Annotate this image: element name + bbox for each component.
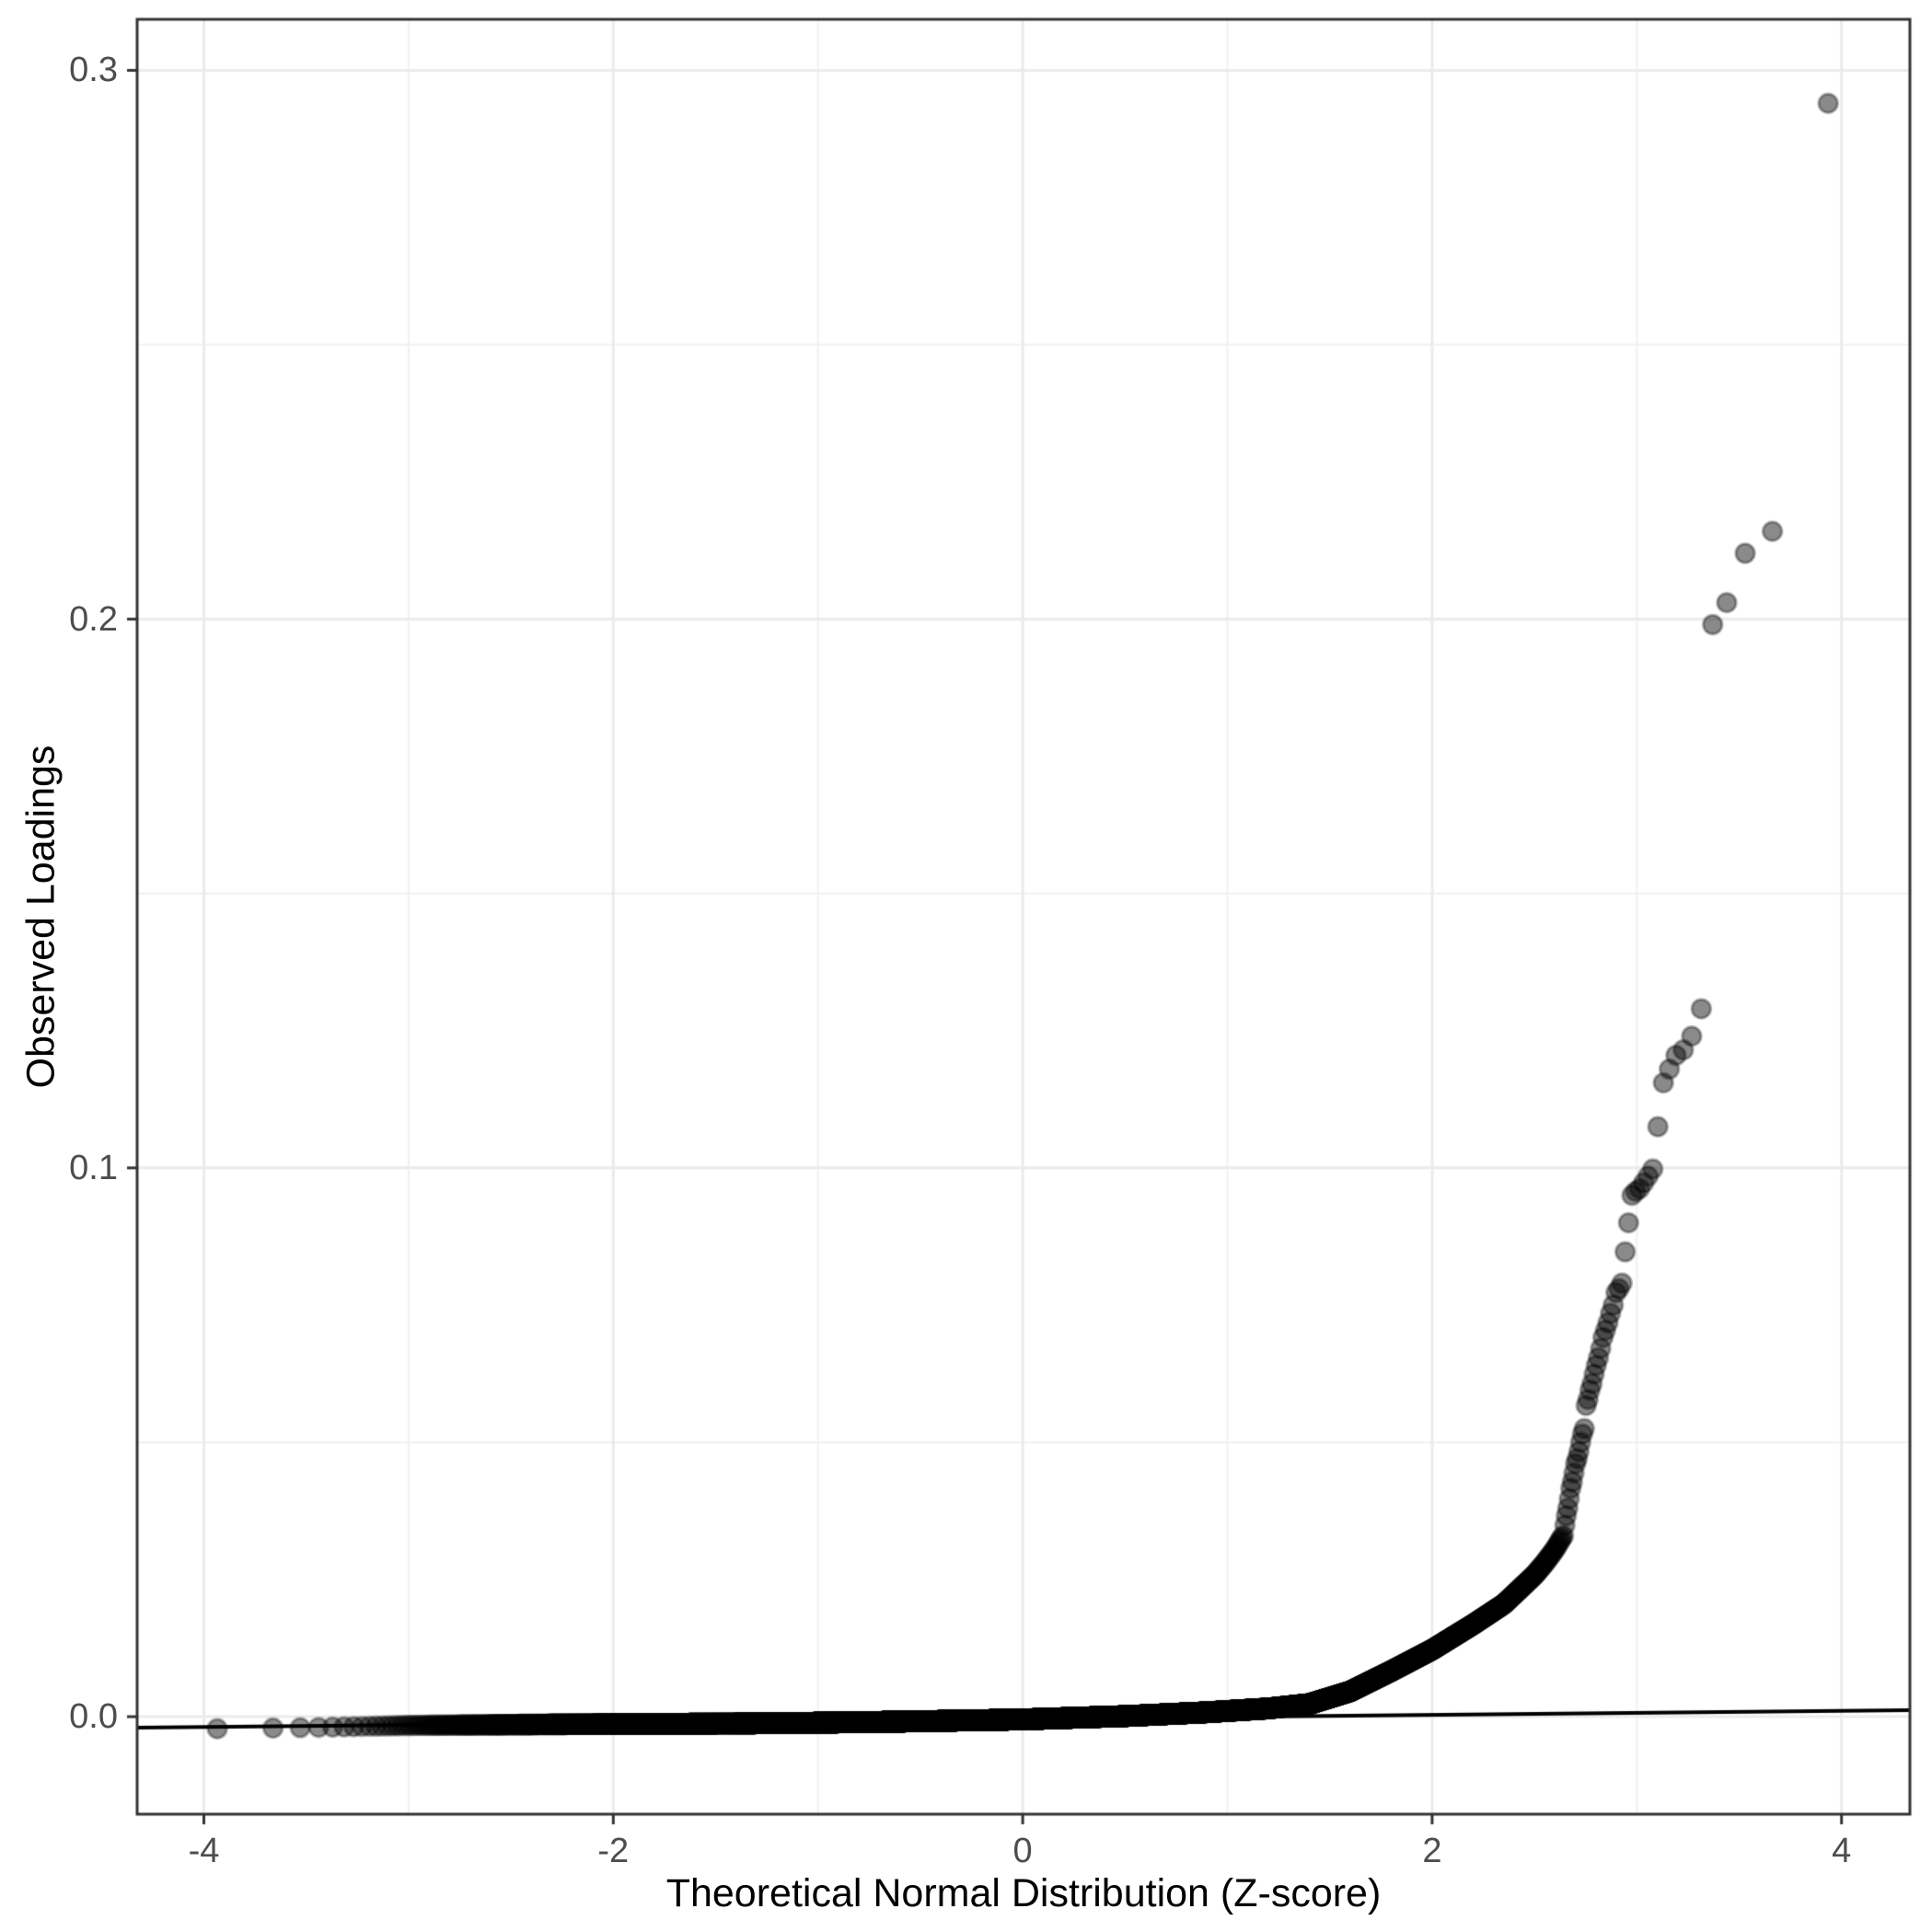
x-tick-label-neg4: -4 <box>188 1832 220 1870</box>
y-axis-title: Observed Loadings <box>18 745 64 1089</box>
x-axis-title: Theoretical Normal Distribution (Z-score… <box>665 1871 1382 1915</box>
y-tick-label-0.3: 0.3 <box>69 51 118 90</box>
x-tick-label-4: 4 <box>1832 1832 1852 1870</box>
x-tick-label-neg2: -2 <box>597 1832 630 1870</box>
y-tick-label-0.2: 0.2 <box>69 599 118 639</box>
y-tick-label-0.0: 0.0 <box>69 1697 118 1737</box>
x-tick-label-0: 0 <box>1012 1832 1033 1870</box>
x-tick-label-2: 2 <box>1422 1832 1442 1870</box>
y-tick-label-0.1: 0.1 <box>69 1148 118 1187</box>
